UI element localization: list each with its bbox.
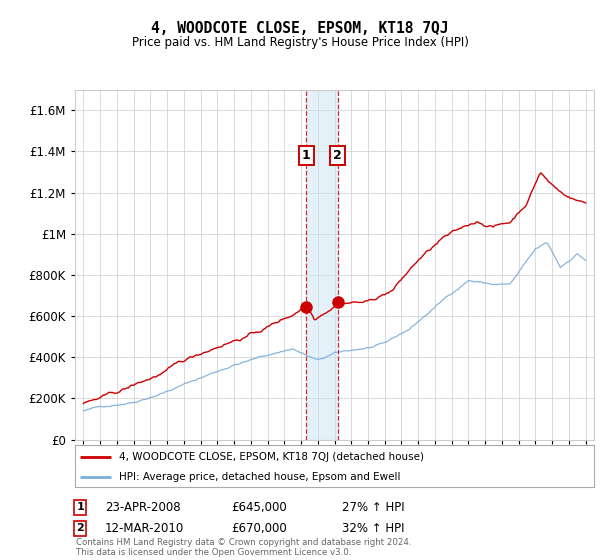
Text: 27% ↑ HPI: 27% ↑ HPI bbox=[342, 501, 404, 514]
Text: Price paid vs. HM Land Registry's House Price Index (HPI): Price paid vs. HM Land Registry's House … bbox=[131, 36, 469, 49]
Text: 2: 2 bbox=[334, 149, 342, 162]
Text: 1: 1 bbox=[302, 149, 311, 162]
Text: 4, WOODCOTE CLOSE, EPSOM, KT18 7QJ: 4, WOODCOTE CLOSE, EPSOM, KT18 7QJ bbox=[151, 21, 449, 36]
Text: 2: 2 bbox=[76, 523, 84, 533]
Text: 23-APR-2008: 23-APR-2008 bbox=[105, 501, 181, 514]
Text: 1: 1 bbox=[76, 502, 84, 512]
Text: 12-MAR-2010: 12-MAR-2010 bbox=[105, 521, 184, 535]
Bar bbox=[306, 90, 338, 440]
Text: HPI: Average price, detached house, Epsom and Ewell: HPI: Average price, detached house, Epso… bbox=[119, 472, 401, 482]
Text: £670,000: £670,000 bbox=[231, 521, 287, 535]
Text: 4, WOODCOTE CLOSE, EPSOM, KT18 7QJ (detached house): 4, WOODCOTE CLOSE, EPSOM, KT18 7QJ (deta… bbox=[119, 452, 424, 462]
Text: £645,000: £645,000 bbox=[231, 501, 287, 514]
Text: Contains HM Land Registry data © Crown copyright and database right 2024.
This d: Contains HM Land Registry data © Crown c… bbox=[76, 538, 412, 557]
Text: 32% ↑ HPI: 32% ↑ HPI bbox=[342, 521, 404, 535]
